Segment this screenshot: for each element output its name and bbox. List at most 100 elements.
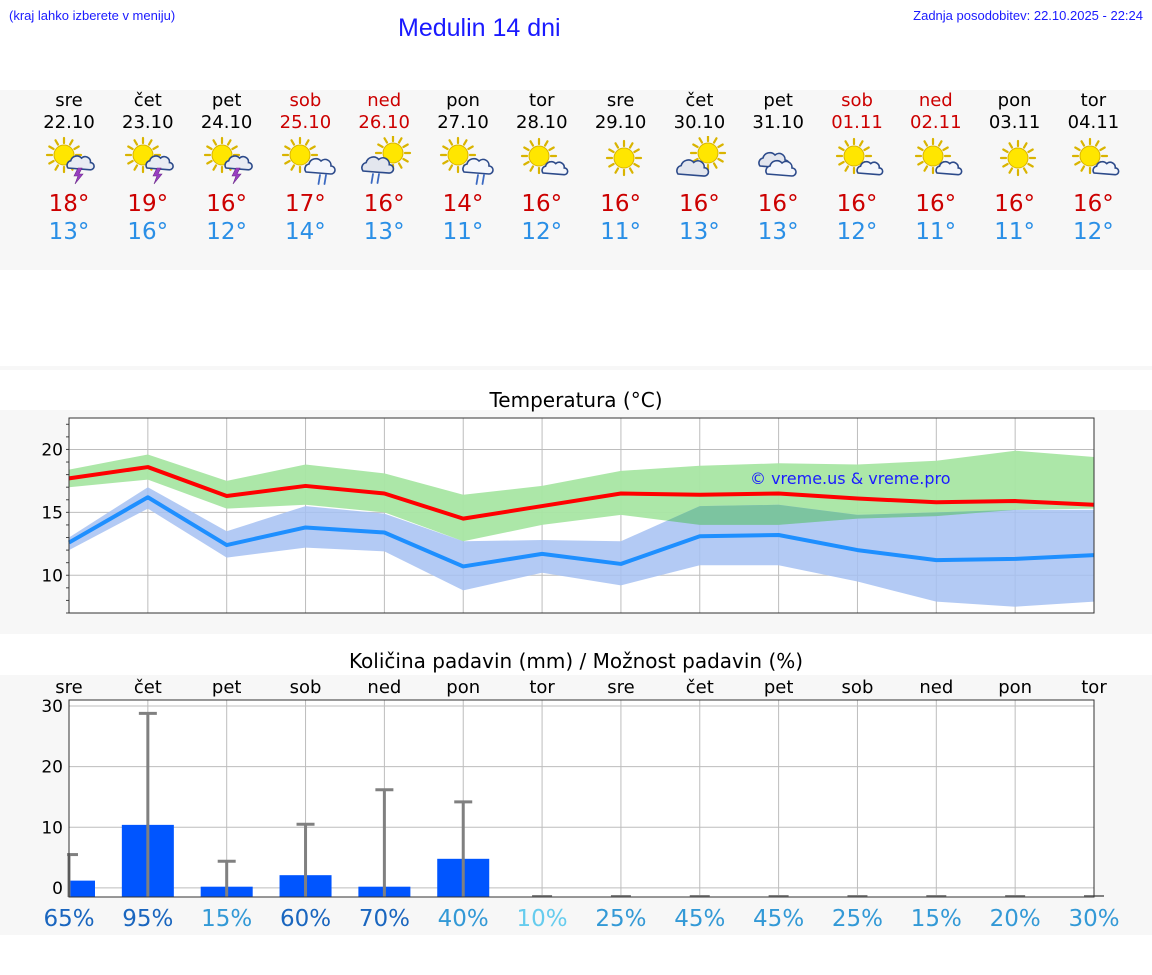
day-name: čet <box>685 90 714 111</box>
max-temperature: 16° <box>206 191 247 217</box>
day-column: pet 24.10 16° 12° <box>187 90 267 246</box>
sun-small-cloud-icon <box>520 137 569 176</box>
y-tick-label: 15 <box>41 503 63 523</box>
precipitation-probability-label: 45% <box>674 906 725 932</box>
min-temperature: 13° <box>363 219 405 245</box>
sun-cloud-rain-icon <box>282 136 337 185</box>
page-title: Medulin 14 dni <box>398 14 561 42</box>
max-temperature: 16° <box>679 191 720 217</box>
day-date: 29.10 <box>594 112 647 133</box>
sun-icon <box>999 139 1036 177</box>
precipitation-probability-label: 25% <box>832 906 883 932</box>
day-name: čet <box>133 90 162 111</box>
min-temperature: 11° <box>442 219 484 245</box>
precipitation-probability-label: 60% <box>280 906 331 932</box>
min-temperature: 12° <box>1073 219 1114 245</box>
sun-cloud-thunder-icon <box>203 136 253 185</box>
day-name: sob <box>841 90 873 111</box>
min-temperature-line <box>68 495 1095 569</box>
x-category-label: pon <box>446 677 480 698</box>
precipitation-bar <box>69 880 95 897</box>
x-category-label: pet <box>212 677 242 698</box>
y-tick-label: 10 <box>41 566 63 586</box>
day-column: pon 03.11 16° 11° <box>975 90 1055 246</box>
cloud-sun-icon <box>676 136 727 177</box>
y-tick-label: 20 <box>41 758 63 778</box>
day-column: sre 22.10 18° 13° <box>29 90 109 246</box>
day-name: pet <box>763 90 793 111</box>
x-category-label: ned <box>919 677 953 698</box>
day-name: sob <box>289 90 322 111</box>
x-category-label: pet <box>764 677 794 698</box>
precipitation-probability-label: 25% <box>595 906 646 932</box>
min-temperature: 13° <box>679 219 720 245</box>
day-date: 04.11 <box>1067 112 1120 133</box>
min-temperature: 13° <box>757 219 799 245</box>
min-temperature: 11° <box>915 219 957 245</box>
day-date: 26.10 <box>358 112 410 133</box>
precipitation-probability-label: 95% <box>122 906 173 932</box>
day-date: 22.10 <box>43 112 95 133</box>
max-temperature: 16° <box>915 191 957 217</box>
min-temperature: 12° <box>836 219 878 245</box>
watermark: © vreme.us & vreme.pro <box>750 469 951 488</box>
sun-cloud-rain-icon <box>439 136 494 185</box>
max-temperature: 16° <box>363 191 405 217</box>
sun-cloud-thunder-icon <box>124 136 174 185</box>
min-temperature: 13° <box>48 219 90 245</box>
min-temperature: 12° <box>521 219 563 245</box>
x-category-label: čet <box>134 677 162 698</box>
max-temperature: 16° <box>757 191 799 217</box>
precipitation-probability-label: 45% <box>753 906 804 932</box>
day-column: tor 28.10 16° 12° <box>502 90 582 246</box>
day-date: 31.10 <box>752 112 804 133</box>
min-temperature: 16° <box>127 219 169 245</box>
daily-forecast: sre 22.10 18° 13° čet 23.10 19° 16° pet 24.10 16° 1… <box>0 90 1152 270</box>
precipitation-probability-label: 10% <box>517 906 568 932</box>
sun-icon <box>605 139 642 177</box>
precipitation-chart: sre čet pet sob ned pon tor sre čet pet sob ned pon t… <box>41 677 1119 932</box>
sun-small-cloud-icon <box>1072 137 1120 176</box>
day-column: pet 31.10 16° 13° <box>738 90 818 246</box>
y-tick-label: 20 <box>41 440 63 460</box>
day-column: pon 27.10 14° 11° <box>423 90 503 246</box>
day-date: 23.10 <box>122 112 174 133</box>
day-column: čet 23.10 19° 16° <box>108 90 188 246</box>
plot-frame <box>68 699 1095 898</box>
day-name: ned <box>918 90 953 111</box>
day-name: pon <box>446 90 480 111</box>
day-column: sre 29.10 16° 11° <box>581 90 661 246</box>
day-date: 27.10 <box>437 112 489 133</box>
location-hint: (kraj lahko izberete v meniju) <box>9 8 176 23</box>
y-tick-label: 0 <box>52 879 63 899</box>
max-temperature: 16° <box>836 191 878 217</box>
max-temperature: 16° <box>521 191 563 217</box>
min-temperature: 14° <box>285 219 326 245</box>
day-name: pon <box>997 90 1032 111</box>
day-column: ned 26.10 16° 13° <box>344 90 424 246</box>
day-date: 28.10 <box>516 112 568 133</box>
plot-frame <box>68 417 1095 614</box>
x-category-label: tor <box>1081 677 1107 698</box>
cloud-sun-rain-icon <box>361 136 412 184</box>
sun-cloud-thunder-icon <box>45 136 95 185</box>
plot-area <box>69 700 1094 897</box>
day-date: 01.11 <box>831 112 883 133</box>
cloudy-icon <box>758 151 797 177</box>
max-temperature: 18° <box>48 191 90 217</box>
day-column: sob 25.10 17° 14° <box>265 90 345 246</box>
day-name: sre <box>55 90 83 111</box>
max-temperature: 19° <box>127 191 169 217</box>
x-category-label: ned <box>367 677 401 698</box>
day-column: tor 04.11 16° 12° <box>1053 90 1133 246</box>
x-category-label: tor <box>529 677 555 698</box>
precipitation-probability-label: 30% <box>1068 906 1119 932</box>
max-temperature: 14° <box>442 191 484 217</box>
day-date: 30.10 <box>673 112 726 133</box>
max-temperature: 17° <box>285 191 326 217</box>
precipitation-probability-label: 65% <box>43 906 94 932</box>
y-tick-label: 10 <box>41 818 63 838</box>
day-column: čet 30.10 16° 13° <box>659 90 739 246</box>
temperature-chart-title: Temperatura (°C) <box>489 388 663 412</box>
day-name: ned <box>367 90 402 111</box>
